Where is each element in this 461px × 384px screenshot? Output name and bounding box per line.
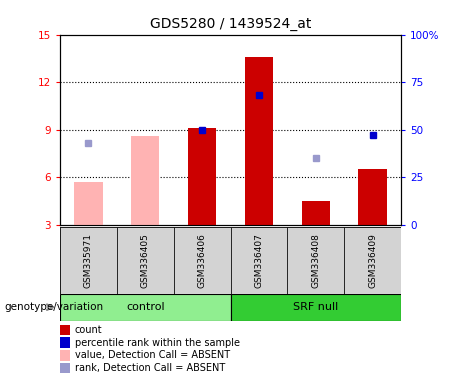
Text: GSM336409: GSM336409 [368,233,377,288]
Bar [230,294,401,321]
Text: control: control [126,302,165,312]
Text: GSM336405: GSM336405 [141,233,150,288]
Bar [60,294,230,321]
Text: GDS5280 / 1439524_at: GDS5280 / 1439524_at [150,17,311,31]
Text: count: count [75,325,102,335]
Text: GSM336408: GSM336408 [311,233,320,288]
Bar [344,227,401,294]
Text: value, Detection Call = ABSENT: value, Detection Call = ABSENT [75,350,230,360]
Text: rank, Detection Call = ABSENT: rank, Detection Call = ABSENT [75,363,225,373]
Bar [230,227,287,294]
Text: SRF null: SRF null [293,302,338,312]
Bar [74,182,102,225]
Bar [287,227,344,294]
Bar [188,128,216,225]
Bar [174,227,230,294]
Text: genotype/variation: genotype/variation [5,302,104,312]
Bar [131,136,160,225]
Text: GSM335971: GSM335971 [84,233,93,288]
Text: GSM336406: GSM336406 [198,233,207,288]
Text: GSM336407: GSM336407 [254,233,263,288]
Bar [60,227,117,294]
Bar [117,227,174,294]
Bar [358,169,387,225]
Bar [245,57,273,225]
Text: percentile rank within the sample: percentile rank within the sample [75,338,240,348]
Bar [301,201,330,225]
